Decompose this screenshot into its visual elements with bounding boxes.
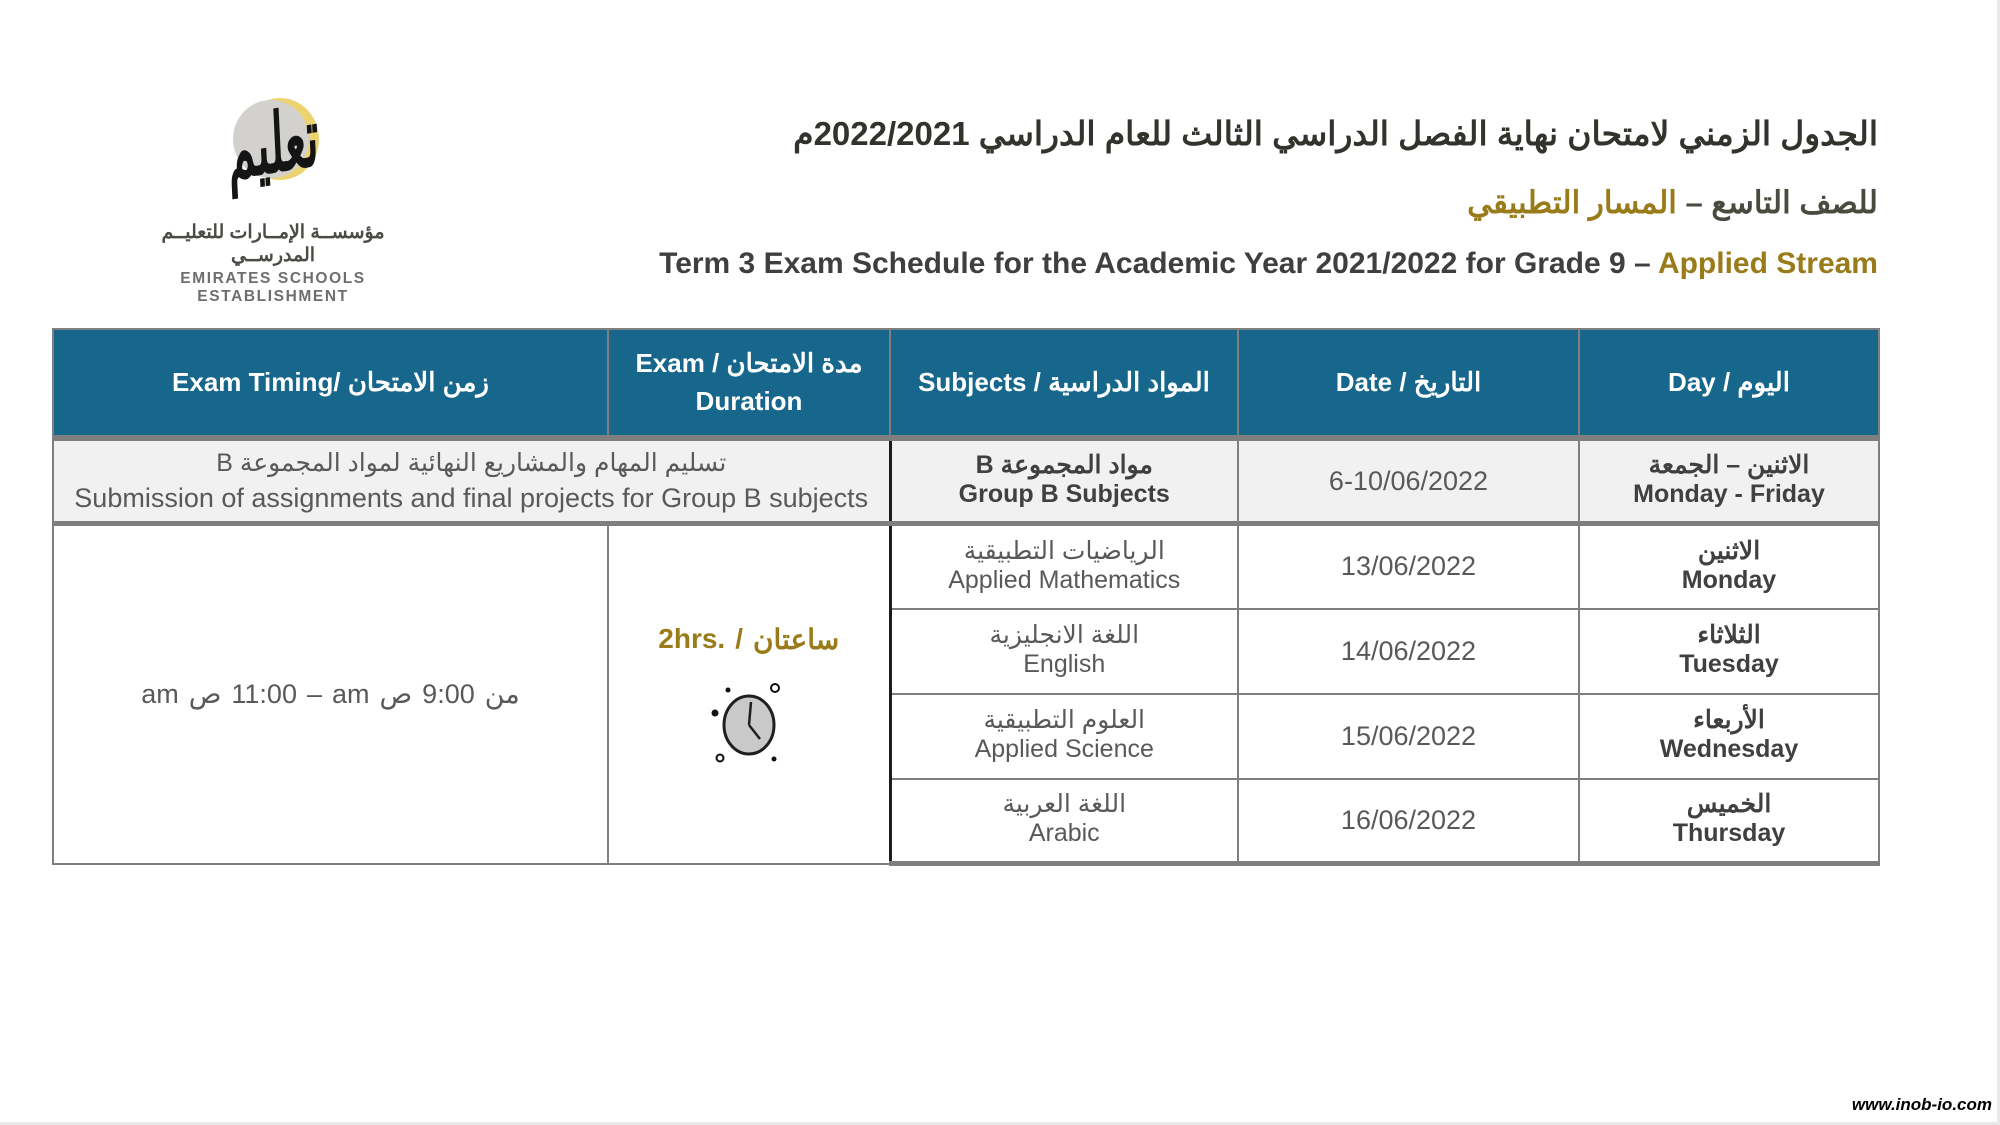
day-english: Wednesday: [1659, 735, 1799, 763]
clock-icon: [702, 680, 796, 766]
duration-arabic: ساعتان: [752, 623, 840, 655]
day-arabic: الاثنين: [1697, 536, 1761, 565]
logo-org-name-arabic: مؤسســة الإمــارات للتعليــم المدرســي: [161, 222, 385, 266]
day-english: Monday: [1681, 565, 1777, 594]
exam-schedule-table: زمن الامتحان /Exam Timing مدة الامتحان /…: [52, 328, 1880, 866]
english-title: Term 3 Exam Schedule for the Academic Ye…: [428, 247, 1878, 281]
subject-arabic: العلوم التطبيقية: [983, 706, 1146, 734]
timing-part: ص: [379, 678, 413, 709]
day-english: Thursday: [1672, 819, 1786, 848]
header-date: التاريخ / Date: [1237, 328, 1580, 441]
group-b-note-cell: تسليم المهام والمشاريع النهائية لمواد ال…: [52, 437, 891, 526]
header-exam-duration: مدة الامتحان / Exam Duration: [607, 328, 891, 441]
date-cell: 14/06/2022: [1237, 607, 1580, 695]
date-cell: 6-10/06/2022: [1237, 437, 1580, 526]
table-row-wednesday: العلوم التطبيقية Applied Science 15/06/2…: [53, 692, 1880, 780]
duration-separator: /: [735, 623, 743, 655]
timing-part: 9:00: [422, 678, 475, 709]
subject-cell: اللغة العربية Arabic: [888, 777, 1239, 866]
english-title-stream: Applied Stream: [1657, 246, 1878, 280]
subject-arabic: اللغة العربية: [1002, 790, 1127, 819]
day-arabic: الاثنين – الجمعة: [1648, 451, 1810, 479]
logo-org-name-english: EMIRATES SCHOOLS ESTABLISHMENT: [180, 270, 366, 305]
timing-part: ص: [188, 678, 222, 709]
day-arabic: الخميس: [1686, 790, 1772, 819]
subject-arabic: الرياضيات التطبيقية: [963, 536, 1165, 565]
grade-subtitle: للصف التاسع – المسار التطبيقي: [428, 185, 1878, 221]
watermark-url: www.inob-io.com: [1851, 1095, 1992, 1114]
exam-timing-cell: am ص 11:00 – am ص 9:00 من: [52, 522, 609, 865]
timing-part: am: [141, 678, 179, 709]
subject-english: Group B Subjects: [958, 480, 1170, 508]
grade-subtitle-stream: المسار التطبيقي: [1467, 184, 1677, 220]
day-english: Monday - Friday: [1633, 480, 1825, 508]
title-block: الجدول الزمني لامتحان نهاية الفصل الدراس…: [428, 112, 1878, 281]
date-cell: 15/06/2022: [1237, 692, 1580, 780]
subject-english: Arabic: [1028, 819, 1100, 848]
subject-cell: اللغة الانجليزية English: [888, 607, 1239, 695]
group-b-note-arabic: تسليم المهام والمشاريع النهائية لمواد ال…: [216, 449, 727, 477]
english-title-prefix: Term 3 Exam Schedule for the Academic Ye…: [659, 246, 1658, 280]
header-exam-timing: زمن الامتحان /Exam Timing: [52, 328, 609, 441]
day-cell: الاثنين – الجمعة Monday - Friday: [1578, 437, 1880, 526]
subject-cell: العلوم التطبيقية Applied Science: [888, 692, 1239, 780]
subject-arabic: مواد المجموعة B: [975, 451, 1153, 479]
logo-circle-shape: [233, 100, 309, 178]
page-edge-right: [1997, 0, 2000, 1125]
duration-english: 2hrs.: [658, 623, 726, 655]
subject-cell: مواد المجموعة B Group B Subjects: [888, 437, 1239, 526]
page-edge-bottom: [0, 1122, 2000, 1125]
day-arabic: الأربعاء: [1693, 706, 1765, 734]
arabic-title: الجدول الزمني لامتحان نهاية الفصل الدراس…: [793, 115, 1878, 152]
table-row-group-b: تسليم المهام والمشاريع النهائية لمواد ال…: [52, 437, 1880, 526]
day-cell: الأربعاء Wednesday: [1578, 692, 1880, 780]
table-row-monday: am ص 11:00 – am ص 9:00 من 2hrs. / ساعتان: [52, 522, 1880, 865]
subject-english: Applied Science: [974, 735, 1154, 763]
timing-part: من: [484, 678, 520, 709]
subject-arabic: اللغة الانجليزية: [989, 621, 1140, 649]
subject-english: Applied Mathematics: [948, 565, 1181, 594]
subject-english: English: [1023, 650, 1106, 678]
emirates-schools-logo: تعليم مؤسســة الإمــارات للتعليــم المدر…: [128, 82, 418, 306]
date-cell: 13/06/2022: [1237, 522, 1580, 610]
day-cell: الاثنين Monday: [1578, 522, 1880, 610]
group-b-note-english: Submission of assignments and final proj…: [74, 483, 869, 513]
timing-part: 11:00: [231, 678, 297, 709]
table-row-thursday: اللغة العربية Arabic 16/06/2022 الخميس T…: [53, 777, 1880, 866]
day-cell: الخميس Thursday: [1578, 777, 1880, 866]
header-day: اليوم / Day: [1578, 328, 1880, 441]
day-arabic: الثلاثاء: [1697, 621, 1761, 649]
header-row: زمن الامتحان /Exam Timing مدة الامتحان /…: [52, 328, 1880, 441]
timing-part: –: [306, 678, 322, 709]
header-subjects: المواد الدراسية / Subjects: [889, 328, 1239, 441]
day-english: Tuesday: [1679, 650, 1779, 678]
day-cell: الثلاثاء Tuesday: [1578, 607, 1880, 695]
date-cell: 16/06/2022: [1237, 777, 1580, 866]
logo-mark: تعليم: [213, 82, 333, 207]
subject-cell: الرياضيات التطبيقية Applied Mathematics: [888, 522, 1239, 610]
exam-duration-cell: 2hrs. / ساعتان: [607, 522, 891, 865]
timing-part: am: [332, 678, 370, 709]
logo-calligraphy-taaleem: تعليم: [225, 91, 321, 197]
table-row-tuesday: اللغة الانجليزية English 14/06/2022 الثل…: [53, 607, 1880, 695]
grade-subtitle-prefix: للصف التاسع –: [1676, 184, 1878, 220]
